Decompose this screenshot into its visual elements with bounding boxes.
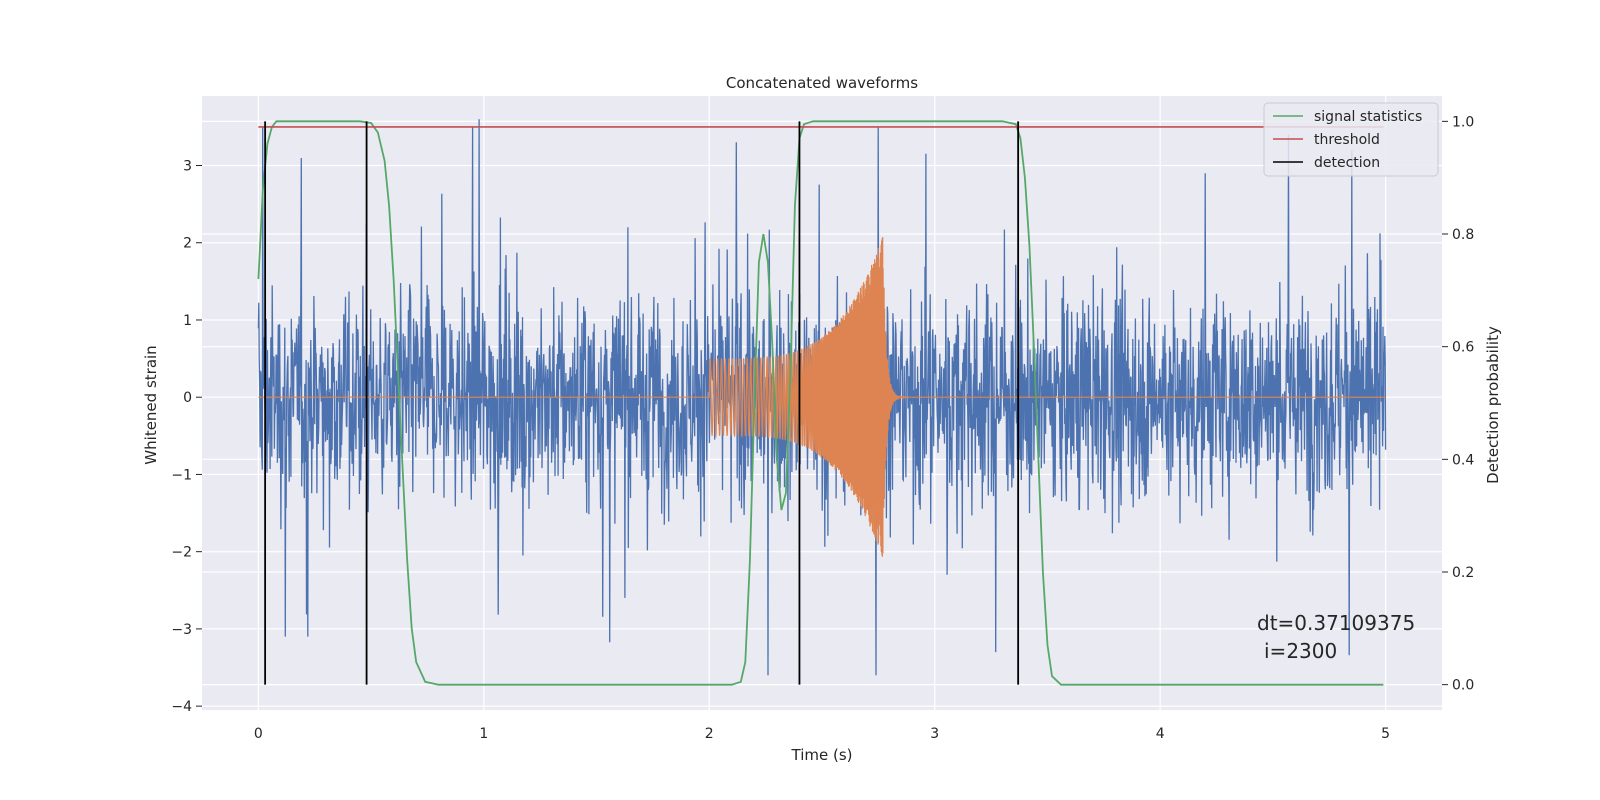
signal-statistics-line (257, 120, 1384, 686)
x-ticks: 0 1 2 3 4 5 (254, 726, 1390, 742)
x-tick-label: 2 (705, 726, 714, 742)
y-tick-label: 2 (183, 236, 192, 252)
y-tick-label: −4 (171, 699, 192, 715)
y-ticks: −4 −3 −2 −1 0 1 2 3 (171, 159, 202, 715)
x-tick-label: 4 (1156, 726, 1165, 742)
y2-axis-label: Detection probability (1484, 326, 1502, 484)
chart-title: Concatenated waveforms (726, 74, 918, 92)
y-tick-label: 3 (183, 159, 192, 175)
y2-tick-label: 0.8 (1452, 227, 1474, 243)
y-tick-label: 0 (183, 390, 192, 406)
series-detection (264, 121, 1020, 685)
annotation-i: i=2300 (1264, 639, 1337, 663)
x-tick-label: 5 (1381, 726, 1390, 742)
x-tick-label: 0 (254, 726, 263, 742)
y2-ticks: 0.0 0.2 0.4 0.6 0.8 1.0 (1442, 114, 1474, 694)
y-tick-label: −2 (171, 545, 192, 561)
x-tick-label: 1 (479, 726, 488, 742)
x-axis-label: Time (s) (791, 746, 853, 764)
y2-tick-label: 0.0 (1452, 678, 1474, 694)
template-chirp-line (258, 237, 1386, 557)
y-tick-label: 1 (183, 313, 192, 329)
y-tick-label: −1 (171, 467, 192, 483)
annotation-dt: dt=0.37109375 (1257, 611, 1415, 635)
y2-tick-label: 0.4 (1452, 452, 1474, 468)
legend-label-signal-statistics: signal statistics (1314, 109, 1422, 125)
series-template-waveform (258, 237, 1386, 557)
y2-tick-label: 0.2 (1452, 565, 1474, 581)
series-signal-statistics (257, 120, 1384, 686)
y-axis-label: Whitened strain (142, 345, 160, 464)
y2-tick-label: 1.0 (1452, 114, 1474, 130)
y2-tick-label: 0.6 (1452, 340, 1474, 356)
legend-label-threshold: threshold (1314, 132, 1380, 148)
x-tick-label: 3 (930, 726, 939, 742)
legend-box (1263, 102, 1439, 177)
legend-label-detection: detection (1314, 155, 1380, 171)
y-tick-label: −3 (171, 622, 192, 638)
legend: signal statistics threshold detection (1263, 102, 1439, 177)
